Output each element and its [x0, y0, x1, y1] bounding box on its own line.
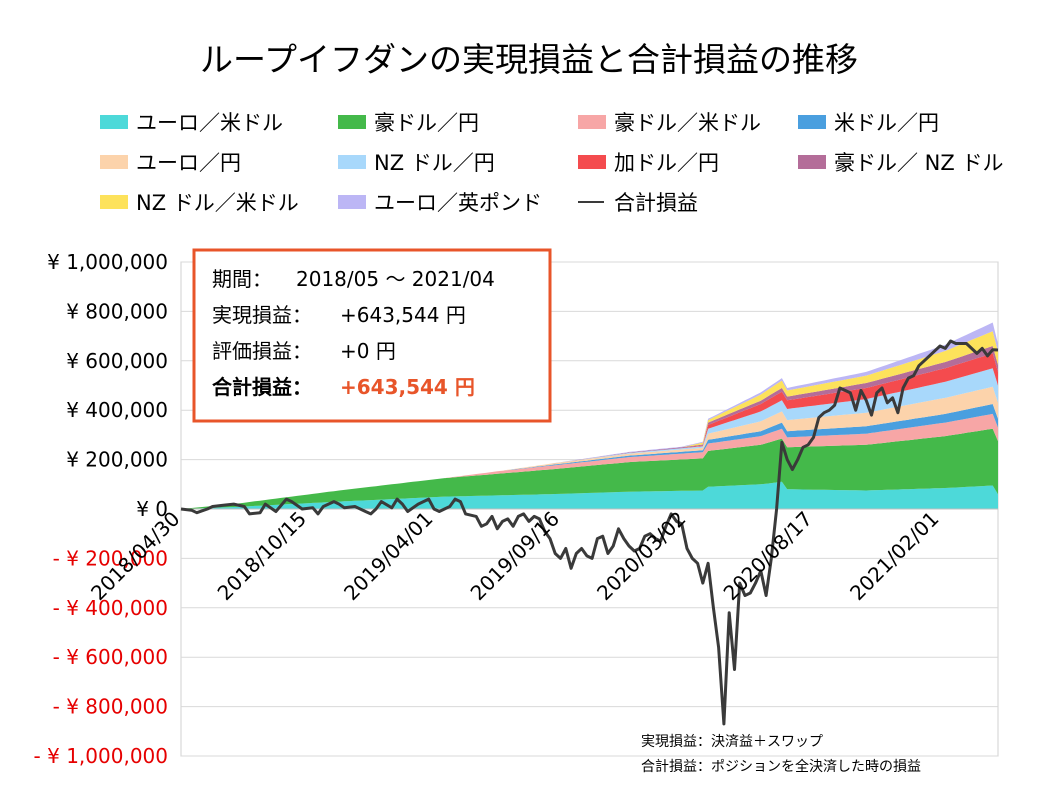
total-value: +643,544 円: [340, 375, 475, 399]
legend-item-audusd: 豪ドル／米ドル: [578, 111, 761, 135]
y-tick-label: ¥ 800,000: [66, 299, 168, 323]
note-total: 合計損益：ポジションを全決済した時の損益: [641, 758, 921, 775]
y-tick-label: ¥ 200,000: [66, 448, 168, 472]
legend-label: 豪ドル／円: [374, 111, 479, 135]
note-realized: 実現損益：決済益＋スワップ: [641, 734, 823, 750]
legend-item-eurjpy: ユーロ／円: [100, 151, 241, 175]
legend-swatch: [798, 155, 826, 169]
info-box: 期間： 2018/05 ～ 2021/04 実現損益： +643,544 円 評…: [192, 248, 552, 423]
legend-label: 加ドル／円: [614, 151, 719, 175]
legend-swatch: [338, 195, 366, 209]
legend-label: 合計損益: [614, 191, 698, 215]
realized-value: +643,544 円: [340, 303, 466, 327]
legend-swatch: [578, 155, 606, 169]
legend-swatch: [100, 115, 128, 129]
y-tick-label: ¥ 600,000: [66, 349, 168, 373]
legend-label: 米ドル／円: [834, 111, 939, 135]
info-box-frame: [192, 248, 552, 423]
footnotes: 実現損益：決済益＋スワップ 合計損益：ポジションを全決済した時の損益: [641, 734, 921, 775]
y-tick-label: - ¥ 200,000: [53, 546, 168, 570]
y-tick-label: ¥ 1,000,000: [47, 250, 168, 274]
legend-item-total: 合計損益: [578, 191, 698, 215]
legend-label: ユーロ／米ドル: [136, 111, 283, 135]
period-value: 2018/05 ～ 2021/04: [296, 267, 495, 291]
legend-label: NZ ドル／米ドル: [136, 191, 299, 215]
y-tick-label: - ¥ 1,000,000: [34, 744, 168, 768]
legend-item-usdjpy: 米ドル／円: [798, 111, 939, 135]
legend-swatch: [338, 155, 366, 169]
period-label: 期間：: [212, 267, 272, 291]
legend-label: ユーロ／円: [136, 151, 241, 175]
realized-label: 実現損益：: [212, 303, 312, 327]
total-label: 合計損益：: [212, 375, 312, 399]
legend-label: 豪ドル／米ドル: [614, 111, 761, 135]
legend-item-cadjpy: 加ドル／円: [578, 151, 719, 175]
legend-label: NZ ドル／円: [374, 151, 495, 175]
y-tick-label: - ¥ 800,000: [53, 695, 168, 719]
y-tick-label: ¥ 0: [136, 497, 168, 521]
legend-item-eurusd: ユーロ／米ドル: [100, 111, 283, 135]
chart-title: ループイフダンの実現損益と合計損益の推移: [200, 40, 858, 79]
legend-item-eurgbp: ユーロ／英ポンド: [338, 191, 542, 215]
legend-swatch: [578, 115, 606, 129]
total-line-group: [180, 339, 999, 726]
legend-label: 豪ドル／ NZ ドル: [834, 151, 1003, 175]
legend-swatch: [338, 115, 366, 129]
legend-swatch: [798, 115, 826, 129]
legend-item-audnzd: 豪ドル／ NZ ドル: [798, 151, 1003, 175]
legend-swatch: [100, 195, 128, 209]
legend-item-nzdjpy: NZ ドル／円: [338, 151, 495, 175]
legend-swatch: [100, 155, 128, 169]
legend-item-nzdusd: NZ ドル／米ドル: [100, 191, 299, 215]
unrealized-label: 評価損益：: [212, 339, 312, 363]
y-tick-label: ¥ 400,000: [66, 398, 168, 422]
total-line: [180, 339, 999, 726]
unrealized-value: +0 円: [340, 339, 396, 363]
y-tick-label: - ¥ 600,000: [53, 645, 168, 669]
legend-label: ユーロ／英ポンド: [374, 191, 542, 215]
y-axis-ticks: ¥ 1,000,000 ¥ 800,000 ¥ 600,000 ¥ 400,000 ¥ …: [34, 250, 168, 768]
area-series-audjpy: [181, 428, 998, 509]
y-tick-label: - ¥ 400,000: [53, 596, 168, 620]
legend-item-audjpy: 豪ドル／円: [338, 111, 479, 135]
